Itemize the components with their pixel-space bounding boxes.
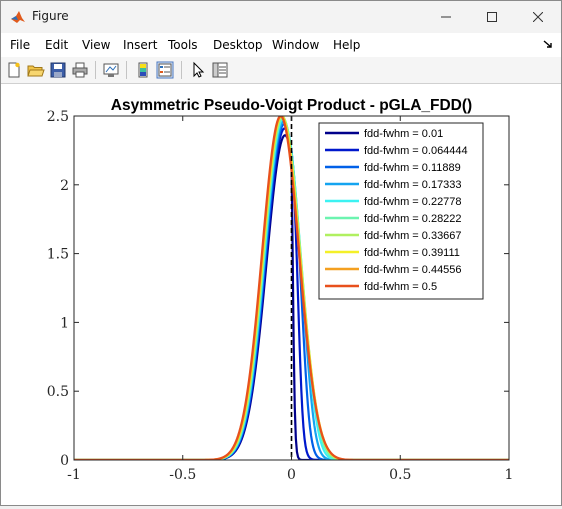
series-line (74, 116, 509, 460)
legend-entry: fdd-fwhm = 0.064444 (364, 145, 468, 157)
y-tick-label: 1.5 (47, 247, 69, 263)
new-figure-icon[interactable] (5, 61, 23, 79)
menu-view[interactable]: View (82, 38, 111, 52)
menu-insert[interactable]: Insert (123, 38, 158, 52)
colorbar-icon[interactable] (134, 61, 152, 79)
legend-entry: fdd-fwhm = 0.44556 (364, 264, 462, 276)
legend-entry: fdd-fwhm = 0.22778 (364, 196, 462, 208)
minimize-button[interactable] (423, 1, 469, 33)
minimize-icon (441, 16, 451, 18)
menu-help[interactable]: Help (333, 38, 361, 52)
y-tick-label: 0 (60, 453, 69, 469)
menu-file[interactable]: File (10, 38, 31, 52)
toolbar (1, 57, 561, 84)
legend-entry: fdd-fwhm = 0.33667 (364, 230, 462, 242)
menu-window[interactable]: Window (272, 38, 320, 52)
toolbar-separator (126, 61, 127, 79)
legend-entry: fdd-fwhm = 0.39111 (364, 247, 460, 259)
property-inspector-icon[interactable] (211, 61, 229, 79)
toolbar-separator (181, 61, 182, 79)
toolbar-separator (95, 61, 96, 79)
legend-entry: fdd-fwhm = 0.28222 (364, 213, 462, 225)
x-tick-label: -1 (67, 467, 81, 483)
open-file-icon[interactable] (27, 61, 45, 79)
x-tick-label: 0 (287, 467, 296, 483)
maximize-button[interactable] (469, 1, 515, 33)
menu-bar: File Edit View Insert Tools Desktop Wind… (1, 33, 561, 57)
pointer-icon[interactable] (189, 61, 207, 79)
maximize-icon (487, 12, 497, 22)
menu-desktop[interactable]: Desktop (213, 38, 263, 52)
window-title: Figure (32, 9, 69, 23)
y-tick-label: 1 (60, 315, 69, 331)
x-tick-label: -0.5 (169, 467, 196, 483)
link-plot-icon[interactable] (102, 61, 120, 79)
x-tick-label: 0.5 (389, 467, 411, 483)
y-tick-label: 0.5 (47, 384, 69, 400)
dock-arrow-icon[interactable] (543, 39, 553, 49)
title-bar[interactable]: Figure (1, 1, 561, 33)
legend-entry: fdd-fwhm = 0.5 (364, 281, 437, 293)
print-icon[interactable] (71, 61, 89, 79)
y-tick-label: 2 (60, 178, 69, 194)
legend-entry: fdd-fwhm = 0.01 (364, 128, 443, 140)
save-icon[interactable] (49, 61, 67, 79)
figure-canvas: -1 -0.5 0 0.5 1 0 0.5 1 1.5 2 2.5 Asymmetric Pseudo… (1, 84, 561, 505)
legend-entry: fdd-fwhm = 0.17333 (364, 179, 462, 191)
close-icon (533, 12, 543, 22)
chart-title: Asymmetric Pseudo-Voigt Product - pGLA_F… (111, 97, 472, 114)
x-tick-label: 1 (505, 467, 514, 483)
matlab-logo-icon (11, 11, 25, 23)
plot-area[interactable]: -1 -0.5 0 0.5 1 0 0.5 1 1.5 2 2.5 Asymmetric Pseudo… (1, 84, 561, 505)
legend-icon[interactable] (156, 61, 174, 79)
legend-entry: fdd-fwhm = 0.11889 (364, 162, 461, 174)
y-tick-label: 2.5 (47, 109, 69, 125)
menu-edit[interactable]: Edit (45, 38, 69, 52)
close-button[interactable] (515, 1, 561, 33)
menu-tools[interactable]: Tools (168, 38, 198, 52)
